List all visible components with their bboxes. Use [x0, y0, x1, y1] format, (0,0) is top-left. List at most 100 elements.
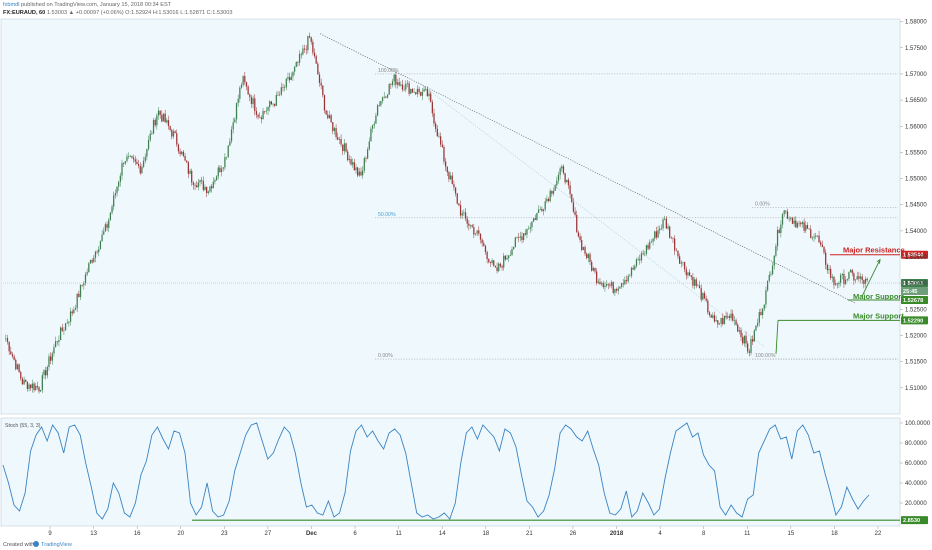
candle [94, 250, 97, 263]
candle-body [810, 229, 812, 239]
candle-body [806, 225, 809, 229]
candle-body [118, 181, 120, 187]
candle-body [730, 313, 732, 319]
candle [521, 232, 523, 244]
candle-body [139, 166, 141, 174]
candle [489, 261, 492, 268]
candle-body [255, 111, 258, 115]
candle [360, 167, 362, 177]
level-layer: Major Resistance Major Support Major Suppo… [3, 246, 928, 354]
candle [239, 85, 241, 103]
candle-body [167, 120, 170, 127]
price-axis: 1.58000 1.57500 1.57000 1.56500 1.56000 1.555… [900, 20, 931, 507]
candle [167, 115, 170, 130]
candle-body [713, 315, 716, 322]
candle [343, 139, 346, 155]
candle [486, 250, 488, 264]
candle-body [469, 225, 472, 226]
candle [76, 293, 78, 313]
candle-body [423, 89, 425, 92]
candle [430, 91, 432, 103]
candle-body [700, 288, 702, 300]
candle-body [776, 229, 779, 247]
candle-body [770, 274, 772, 275]
candle-body [131, 156, 133, 158]
support-label-2: Major Support [853, 311, 904, 320]
candle [403, 85, 405, 92]
candle [131, 155, 133, 160]
candle [670, 236, 672, 239]
candle [93, 255, 95, 263]
candle [757, 318, 759, 328]
candle-body [587, 254, 589, 259]
candle-body [471, 225, 473, 228]
candle [853, 271, 855, 285]
candle-body [771, 265, 774, 275]
candle [532, 217, 535, 223]
candle [222, 166, 224, 172]
footer-created: Created with [3, 542, 34, 548]
candle-body [775, 246, 777, 256]
candle [468, 220, 470, 231]
candle-body [285, 78, 287, 88]
candle [642, 249, 644, 256]
candle-body [516, 237, 518, 238]
candle [687, 271, 689, 279]
candle-body [275, 95, 277, 106]
candle [156, 113, 158, 130]
candle [748, 348, 750, 357]
candle-body [727, 316, 729, 318]
candle-body [617, 288, 619, 291]
candle-body [451, 175, 453, 185]
candle [531, 221, 533, 232]
candle-body [831, 276, 833, 278]
candle-body [187, 162, 190, 174]
candle [146, 148, 148, 161]
candle [147, 135, 150, 151]
candle-body [773, 255, 775, 266]
candle-body [604, 285, 606, 288]
candle-body [104, 224, 107, 232]
candle-body [738, 330, 741, 332]
candle-body [803, 222, 805, 231]
candle [801, 220, 804, 228]
support-price-tag-2-text: 1.52290 [903, 318, 923, 324]
candle-body [103, 231, 105, 235]
candle [675, 248, 677, 252]
candle [38, 386, 40, 394]
candle-body [298, 53, 301, 63]
candle-body [86, 272, 88, 275]
candle [518, 232, 520, 243]
candle-body [172, 131, 175, 137]
candle-body [16, 364, 19, 370]
candle-body [332, 122, 334, 132]
candle-body [330, 115, 332, 123]
candle [104, 222, 107, 232]
candle-body [444, 161, 447, 167]
candle [813, 233, 815, 242]
candle-body [343, 143, 346, 152]
candle-body [715, 320, 717, 322]
candle-body [230, 129, 233, 142]
candle [137, 159, 140, 169]
candle [617, 285, 619, 295]
candle-body [35, 385, 37, 391]
candle-body [569, 185, 571, 195]
candle [614, 288, 616, 296]
candle [436, 125, 438, 137]
candle-body [116, 186, 118, 194]
candle-body [610, 281, 613, 286]
candle [778, 227, 780, 234]
candle [655, 226, 658, 240]
candle [141, 164, 143, 175]
candle-body [798, 222, 800, 224]
candle [358, 167, 360, 177]
candle [214, 178, 216, 185]
candle [189, 168, 191, 175]
candle [376, 103, 379, 117]
candle-body [320, 82, 322, 86]
candle [529, 222, 531, 233]
candle-body [15, 359, 17, 370]
candle-body [745, 335, 747, 344]
